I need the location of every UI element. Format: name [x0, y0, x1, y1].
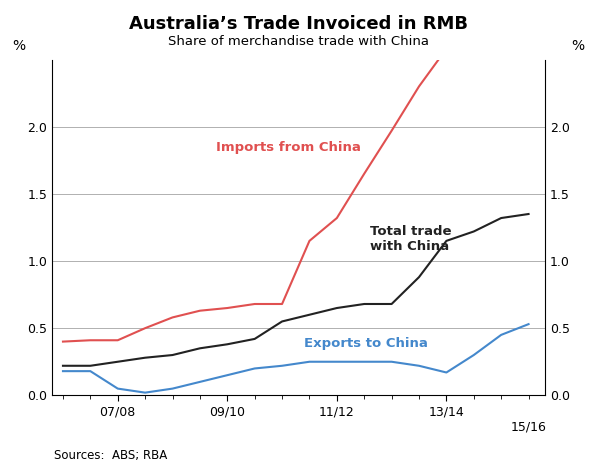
- Text: %: %: [571, 39, 584, 53]
- Text: %: %: [13, 39, 26, 53]
- Text: Exports to China: Exports to China: [304, 337, 428, 350]
- Text: Sources:  ABS; RBA: Sources: ABS; RBA: [54, 449, 167, 462]
- Text: Share of merchandise trade with China: Share of merchandise trade with China: [168, 35, 429, 49]
- Text: Total trade
with China: Total trade with China: [370, 225, 451, 253]
- Text: Imports from China: Imports from China: [216, 141, 361, 154]
- Text: 15/16: 15/16: [510, 420, 546, 433]
- Title: Australia’s Trade Invoiced in RMB: Australia’s Trade Invoiced in RMB: [129, 15, 468, 33]
